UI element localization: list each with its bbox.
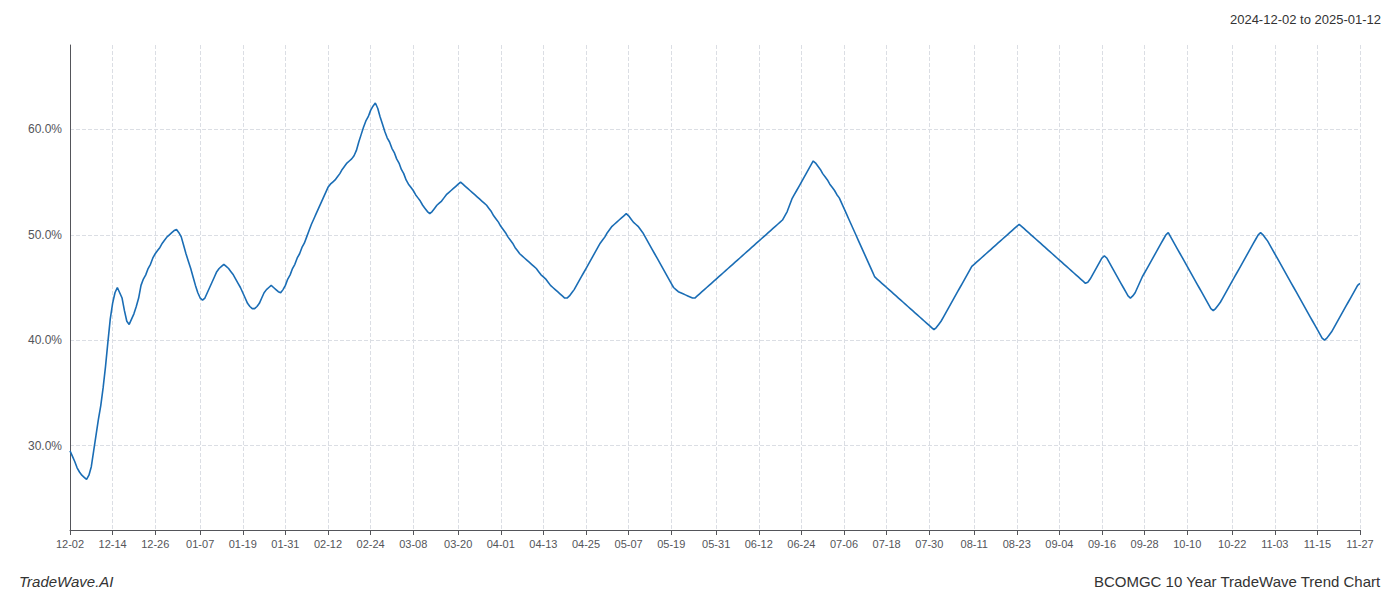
- svg-text:03-08: 03-08: [399, 538, 427, 550]
- svg-text:04-01: 04-01: [487, 538, 515, 550]
- svg-text:03-20: 03-20: [444, 538, 472, 550]
- svg-text:06-24: 06-24: [787, 538, 815, 550]
- svg-text:08-23: 08-23: [1003, 538, 1031, 550]
- svg-text:11-15: 11-15: [1304, 538, 1331, 550]
- svg-text:05-19: 05-19: [657, 538, 685, 550]
- svg-text:50.0%: 50.0%: [28, 228, 62, 242]
- svg-text:05-31: 05-31: [702, 538, 730, 550]
- svg-text:01-31: 01-31: [271, 538, 299, 550]
- svg-text:BCOMGC 10 Year TradeWave Trend: BCOMGC 10 Year TradeWave Trend Chart: [1094, 573, 1381, 590]
- svg-text:12-02: 12-02: [56, 538, 84, 550]
- svg-text:02-24: 02-24: [357, 538, 385, 550]
- svg-text:09-28: 09-28: [1131, 538, 1159, 550]
- svg-text:07-18: 07-18: [873, 538, 901, 550]
- svg-text:07-30: 07-30: [915, 538, 943, 550]
- svg-text:12-14: 12-14: [99, 538, 127, 550]
- svg-text:11-03: 11-03: [1261, 538, 1288, 550]
- svg-text:06-12: 06-12: [745, 538, 773, 550]
- svg-text:60.0%: 60.0%: [28, 122, 62, 136]
- svg-text:01-07: 01-07: [186, 538, 214, 550]
- svg-text:30.0%: 30.0%: [28, 439, 62, 453]
- svg-text:04-25: 04-25: [572, 538, 600, 550]
- svg-text:12-26: 12-26: [141, 538, 169, 550]
- svg-text:02-12: 02-12: [314, 538, 342, 550]
- svg-text:09-04: 09-04: [1045, 538, 1073, 550]
- svg-text:10-22: 10-22: [1218, 538, 1246, 550]
- svg-text:08-11: 08-11: [961, 538, 988, 550]
- svg-text:04-13: 04-13: [529, 538, 557, 550]
- svg-text:40.0%: 40.0%: [28, 333, 62, 347]
- svg-text:10-10: 10-10: [1173, 538, 1201, 550]
- svg-text:2024-12-02 to 2025-01-12: 2024-12-02 to 2025-01-12: [1230, 12, 1381, 27]
- svg-text:01-19: 01-19: [229, 538, 257, 550]
- svg-text:05-07: 05-07: [615, 538, 643, 550]
- svg-text:TradeWave.AI: TradeWave.AI: [19, 573, 113, 590]
- svg-text:11-27: 11-27: [1346, 538, 1373, 550]
- svg-text:07-06: 07-06: [830, 538, 858, 550]
- svg-text:09-16: 09-16: [1088, 538, 1116, 550]
